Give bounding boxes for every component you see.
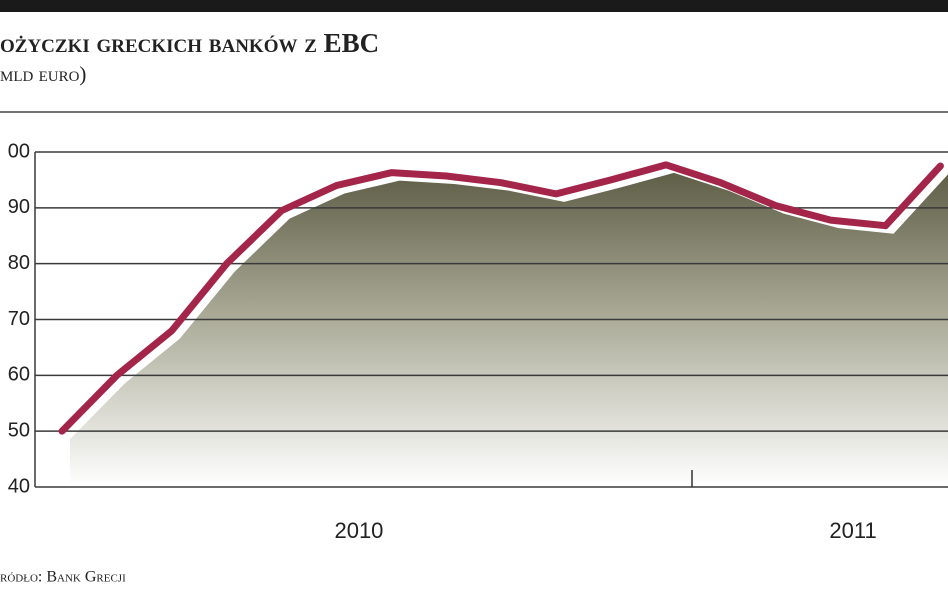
area-shadow xyxy=(70,172,948,487)
plot: 40 50 60 70 80 90 00 2010 2011 xyxy=(8,140,948,543)
y-tick-label: 00 xyxy=(8,140,30,162)
y-tick-label: 60 xyxy=(8,364,30,386)
source-note: ródło: Bank Grecji xyxy=(0,569,126,586)
y-tick-label: 50 xyxy=(8,419,30,441)
y-tick-label: 80 xyxy=(8,252,30,274)
chart-title: ożyczki greckich banków z EBC xyxy=(0,28,379,58)
y-tick-label: 70 xyxy=(8,308,30,330)
chart-subtitle: mld euro) xyxy=(0,62,86,86)
x-tick-label: 2011 xyxy=(829,518,876,543)
data-line xyxy=(58,161,944,435)
x-tick-label: 2010 xyxy=(334,518,383,543)
top-bar xyxy=(0,0,948,12)
y-tick-label: 40 xyxy=(8,475,30,497)
y-tick-label: 90 xyxy=(8,196,30,218)
